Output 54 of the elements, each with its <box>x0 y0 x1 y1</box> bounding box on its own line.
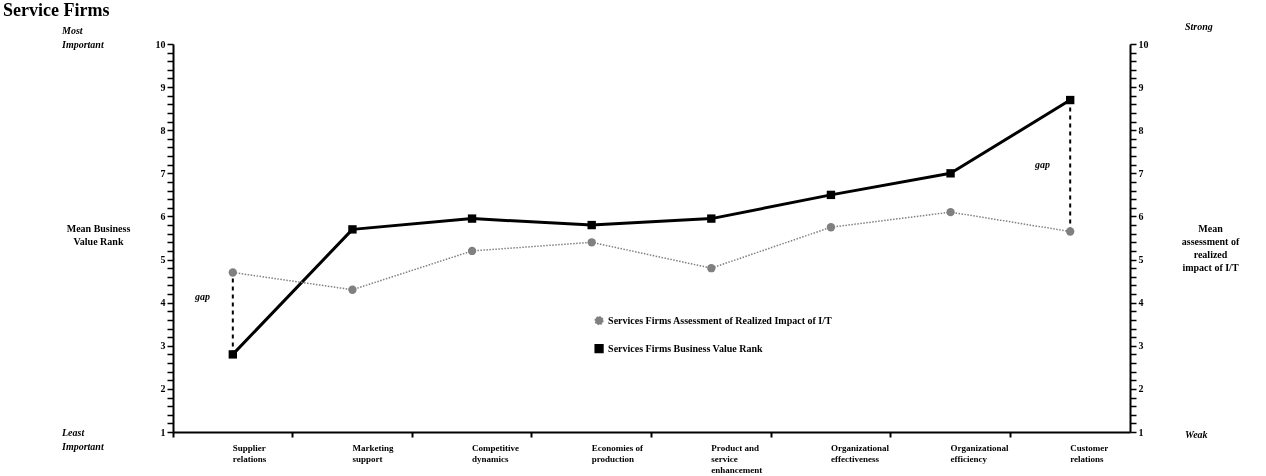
x-tick-label: Marketing support <box>352 442 394 464</box>
point <box>228 350 237 359</box>
y-tick-label: 4 <box>160 297 166 309</box>
y2-tick-label: 9 <box>1138 81 1144 93</box>
y-tick-label: 1 <box>160 426 166 438</box>
y-axis-title: Mean Business Value Rank <box>66 222 131 247</box>
legend-label: Services Firms Assessment of Realized Impact of I/T <box>608 314 832 326</box>
text: Most Important <box>61 25 105 50</box>
point <box>467 246 477 256</box>
y2-tick-label: 10 <box>1138 38 1149 50</box>
legend-label: Services Firms Business Value Rank <box>608 342 763 354</box>
y2-tick-label: 7 <box>1138 167 1144 179</box>
annotation: gap <box>194 291 210 303</box>
y-tick-label: 8 <box>160 124 166 136</box>
x-tick-label: Supplier relations <box>232 442 267 464</box>
y-tick-label: 2 <box>160 383 166 395</box>
y2-tick-label: 6 <box>1138 210 1144 222</box>
point <box>826 223 836 232</box>
y-tick-label: 10 <box>155 38 166 50</box>
point <box>587 220 596 230</box>
y2-axis-title: Mean assessment of realized impact of I/T <box>1181 222 1240 273</box>
text: Least Important <box>61 427 105 452</box>
y2-tick-label: 3 <box>1138 340 1144 352</box>
y-tick-label: 5 <box>160 254 166 266</box>
y-tick-label: 6 <box>160 210 166 222</box>
y-tick-label: 9 <box>160 81 166 93</box>
point <box>707 264 716 273</box>
point <box>946 207 955 217</box>
x-tick-label: Competitive dynamics <box>472 442 520 464</box>
point <box>228 268 237 277</box>
point <box>946 169 955 178</box>
text: Weak <box>1185 429 1208 440</box>
y2-tick-label: 5 <box>1138 254 1144 266</box>
y-tick-label: 3 <box>160 340 166 352</box>
point <box>1066 227 1075 236</box>
point <box>348 225 357 234</box>
y2-tick-label: 2 <box>1138 383 1144 395</box>
y2-tick-label: 1 <box>1138 426 1144 438</box>
y2-tick-label: 4 <box>1138 297 1144 309</box>
point <box>467 214 477 223</box>
point <box>587 238 596 247</box>
annotation: gap <box>1034 159 1050 171</box>
x-tick-label: Organizational effectiveness <box>830 442 890 464</box>
x-tick-label: Customer relations <box>1070 442 1109 464</box>
x-tick-label: Product and service enhancement <box>711 442 763 475</box>
point <box>348 285 357 294</box>
x-tick-label: Economies of production <box>591 442 644 464</box>
text: Strong <box>1185 21 1213 32</box>
x-tick-label: Organizational efficiency <box>950 442 1010 464</box>
point <box>707 214 716 223</box>
chart-title: Service Firms <box>3 0 110 20</box>
point <box>826 190 836 200</box>
y-tick-label: 7 <box>160 167 166 179</box>
y2-tick-label: 8 <box>1138 124 1144 136</box>
